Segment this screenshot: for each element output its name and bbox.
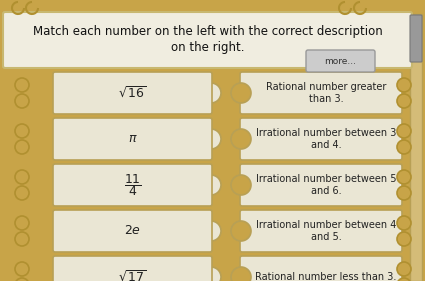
Circle shape [15,94,29,108]
Circle shape [201,267,221,281]
Circle shape [15,124,29,138]
Circle shape [397,186,411,200]
FancyBboxPatch shape [410,15,422,62]
Text: $\pi$: $\pi$ [128,133,137,146]
Circle shape [397,262,411,276]
Circle shape [397,140,411,154]
Text: $\dfrac{11}{4}$: $\dfrac{11}{4}$ [124,172,142,198]
Circle shape [397,78,411,92]
Circle shape [15,186,29,200]
FancyBboxPatch shape [240,210,402,252]
Text: Match each number on the left with the correct description: Match each number on the left with the c… [33,26,383,38]
Circle shape [201,83,221,103]
FancyBboxPatch shape [240,256,402,281]
Text: $\sqrt{17}$: $\sqrt{17}$ [118,269,147,281]
Circle shape [201,175,221,195]
Text: $2e$: $2e$ [124,225,141,237]
Text: Irrational number between 4
and 5.: Irrational number between 4 and 5. [256,220,396,242]
Text: more...: more... [324,56,356,65]
Circle shape [15,278,29,281]
Text: on the right.: on the right. [171,42,245,55]
Circle shape [15,78,29,92]
Circle shape [231,175,251,195]
Circle shape [231,267,251,281]
Circle shape [397,216,411,230]
FancyBboxPatch shape [53,72,212,114]
Circle shape [15,170,29,184]
Circle shape [15,216,29,230]
Circle shape [397,278,411,281]
Circle shape [397,170,411,184]
Text: $\sqrt{16}$: $\sqrt{16}$ [118,85,147,101]
Text: Irrational number between 5
and 6.: Irrational number between 5 and 6. [256,174,396,196]
Circle shape [201,221,221,241]
FancyBboxPatch shape [410,14,422,281]
FancyBboxPatch shape [3,12,412,68]
FancyBboxPatch shape [240,164,402,206]
Circle shape [15,140,29,154]
FancyBboxPatch shape [240,72,402,114]
FancyBboxPatch shape [53,118,212,160]
Circle shape [231,129,251,149]
Circle shape [397,232,411,246]
FancyBboxPatch shape [240,118,402,160]
Text: Rational number greater
than 3.: Rational number greater than 3. [266,82,386,104]
Circle shape [15,232,29,246]
FancyBboxPatch shape [53,256,212,281]
FancyBboxPatch shape [306,50,375,72]
Circle shape [397,124,411,138]
Text: Irrational number between 3
and 4.: Irrational number between 3 and 4. [256,128,396,150]
FancyBboxPatch shape [53,210,212,252]
Circle shape [231,83,251,103]
Circle shape [397,94,411,108]
FancyBboxPatch shape [53,164,212,206]
Circle shape [15,262,29,276]
Circle shape [201,129,221,149]
Circle shape [231,221,251,241]
Text: Rational number less than 3.: Rational number less than 3. [255,272,397,281]
